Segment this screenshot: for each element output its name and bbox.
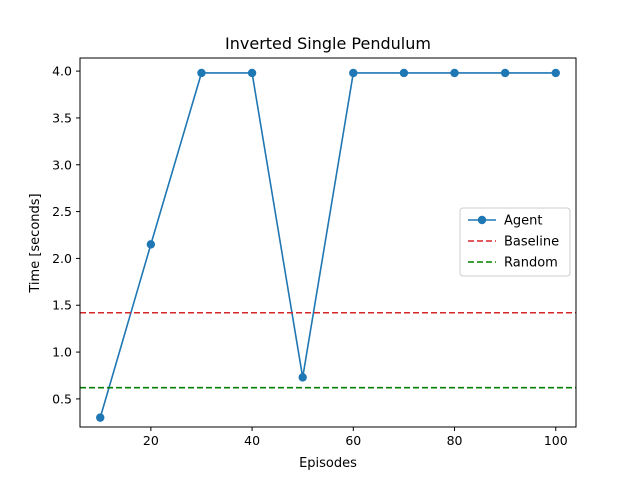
y-tick-label: 0.5	[52, 391, 72, 406]
axes-frame	[79, 57, 577, 428]
x-tick-label: 40	[244, 433, 260, 448]
series-agent-line	[99, 72, 556, 418]
legend: Agent Baseline Random	[459, 207, 571, 277]
data-point-agent	[551, 68, 560, 78]
plot-area	[80, 68, 576, 422]
legend-label-baseline: Baseline	[504, 235, 559, 250]
chart-title: Inverted Single Pendulum	[225, 34, 431, 53]
data-point-agent	[96, 413, 105, 422]
legend-box	[459, 207, 571, 277]
data-point-agent	[399, 68, 409, 78]
legend-label-agent: Agent	[504, 214, 542, 229]
x-tick-label: 100	[544, 433, 568, 448]
x-tick-label: 80	[447, 433, 463, 448]
data-point-agent	[349, 68, 358, 78]
y-tick-label: 4.0	[52, 64, 72, 79]
x-axis-label: Episodes	[299, 456, 357, 471]
data-point-agent	[298, 373, 307, 382]
y-tick-label: 3.5	[52, 110, 72, 125]
data-point-agent	[450, 68, 459, 78]
y-tick-label: 3.0	[52, 157, 72, 172]
data-point-agent	[247, 68, 257, 78]
y-tick-label: 2.5	[52, 204, 72, 219]
x-tick-label: 60	[345, 433, 361, 448]
y-tick-label: 1.5	[52, 298, 72, 313]
data-point-agent	[197, 68, 206, 78]
y-tick-label: 1.0	[52, 345, 72, 360]
legend-marker-agent	[477, 215, 487, 225]
y-axis-label: Time [seconds]	[28, 193, 43, 293]
y-tick-label: 2.0	[52, 251, 72, 266]
axes: 20 40 60 80 100 0.5 1.0 1.5 2.0 2.5 3.0 3.5 4.0	[52, 57, 577, 448]
x-tick-label: 20	[143, 433, 159, 448]
data-point-agent	[500, 68, 510, 78]
data-point-agent	[146, 240, 156, 249]
legend-label-random: Random	[504, 256, 558, 271]
